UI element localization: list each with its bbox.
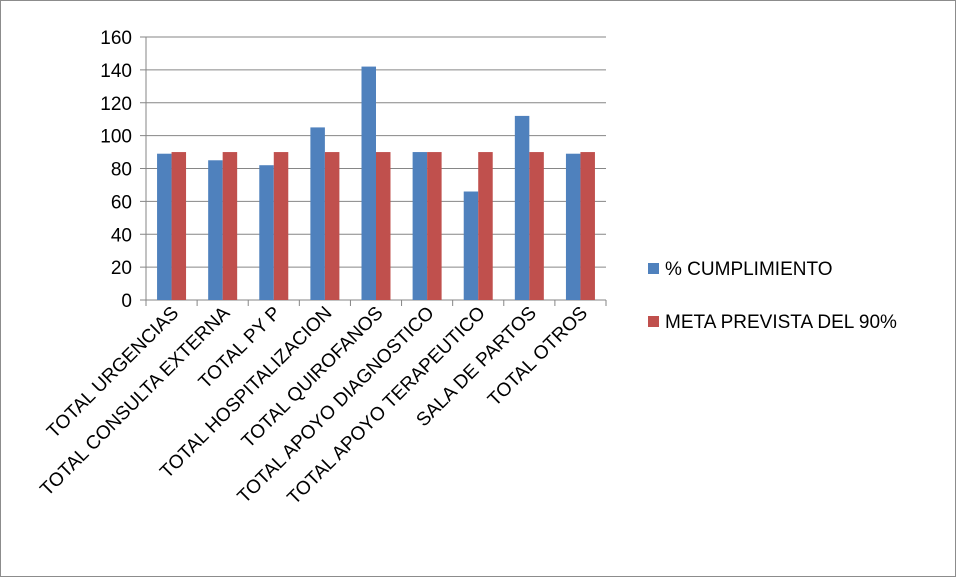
bar-meta-7	[478, 152, 493, 300]
bar-meta-5	[376, 152, 391, 300]
y-tick-label: 80	[111, 160, 132, 181]
legend-label-cumplimiento: % CUMPLIMIENTO	[665, 259, 833, 280]
y-tick-label: 20	[111, 258, 132, 279]
y-tick-labels: 0 20 40 60 80 100 120 140 160	[100, 28, 132, 312]
bar-meta-3	[273, 152, 289, 300]
y-tick-label: 120	[100, 94, 132, 115]
bar-cumplimiento-6	[412, 152, 428, 300]
bar-cumplimiento-4	[310, 127, 325, 300]
bar-cumplimiento-9	[565, 153, 581, 300]
bar-cumplimiento-8	[514, 115, 530, 301]
bars	[157, 66, 595, 301]
legend-swatch-meta	[648, 316, 659, 327]
bar-meta-2	[222, 152, 238, 300]
bar-cumplimiento-5	[361, 66, 376, 301]
y-tick-label: 140	[100, 61, 132, 82]
bar-cumplimiento-1	[157, 153, 172, 300]
bar-cumplimiento-2	[208, 160, 223, 300]
y-tick-label: 160	[100, 28, 132, 49]
bar-meta-8	[529, 152, 544, 300]
legend-swatch-cumplimiento	[648, 263, 659, 274]
bar-meta-6	[427, 152, 442, 300]
bar-meta-4	[324, 152, 340, 300]
y-tick-label: 40	[111, 225, 132, 246]
legend-label-meta: META PREVISTA DEL 90%	[665, 312, 897, 333]
y-tick-label: 100	[100, 127, 132, 148]
bar-meta-1	[171, 152, 187, 300]
bar-meta-9	[580, 152, 595, 300]
bar-cumplimiento-7	[463, 191, 479, 300]
y-tick-label: 0	[121, 291, 132, 312]
y-tick-label: 60	[111, 192, 132, 213]
legend: % CUMPLIMIENTO META PREVISTA DEL 90%	[648, 259, 897, 333]
bar-cumplimiento-3	[259, 165, 274, 300]
x-tick-label: TOTAL CONSULTA EXTERNA	[36, 302, 234, 500]
